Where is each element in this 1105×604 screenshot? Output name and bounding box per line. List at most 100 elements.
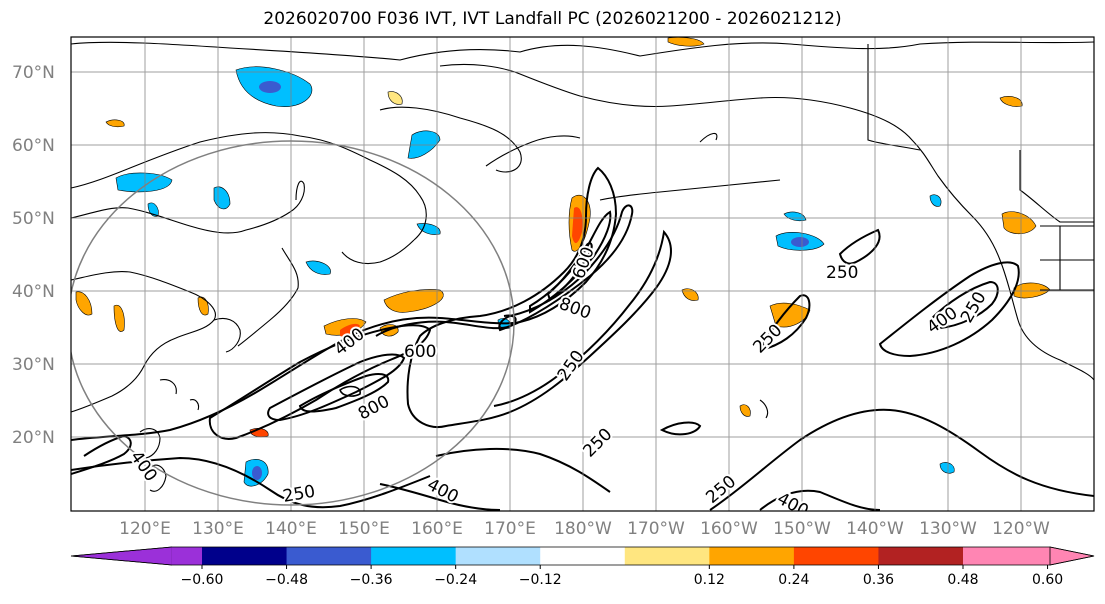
colorbar-ticks: −0.60 −0.48 −0.36 −0.24 −0.12 0.12 0.24 0.36 0.4… [181, 565, 1063, 588]
colorbar-segment [709, 547, 795, 565]
coastline [71, 132, 427, 241]
contour-400 [71, 434, 132, 475]
contour-250 [71, 166, 672, 441]
positive-patch-core [572, 207, 583, 244]
negative-patch [305, 260, 331, 275]
lat-label: 70°N [12, 63, 55, 83]
lon-label: 180°W [554, 519, 612, 539]
colorbar-segment [624, 547, 710, 565]
lon-label: 140°W [846, 519, 904, 539]
lon-label: 150°E [338, 519, 390, 539]
colorbar-segment [878, 547, 964, 565]
positive-patch [681, 288, 699, 301]
coastline [599, 179, 781, 201]
colorbar-segment [171, 547, 203, 565]
colorbar-segment [286, 547, 372, 565]
lon-label: 140°E [265, 519, 317, 539]
coastline [759, 399, 769, 419]
ivt-contours [71, 166, 1094, 511]
coastline [379, 106, 522, 173]
colorbar-tick-label: 0.24 [778, 572, 809, 588]
coastline [71, 271, 216, 413]
negative-patch [939, 462, 955, 474]
coastline [71, 207, 291, 234]
coastline [289, 180, 305, 213]
lat-label: 40°N [12, 282, 55, 302]
colorbar-tick-label: 0.48 [947, 572, 978, 588]
lon-label: 170°E [484, 519, 536, 539]
positive-patch [1001, 211, 1037, 235]
coastline [439, 63, 1094, 381]
coastline [867, 44, 921, 151]
lat-label: 50°N [12, 209, 55, 229]
lon-label: 120°E [119, 519, 171, 539]
map-frame [70, 36, 1095, 512]
colorbar-extend-high [1049, 546, 1095, 566]
negative-patch [929, 194, 942, 207]
contour-400 [208, 324, 432, 440]
contour-400 [928, 280, 999, 330]
coastline [213, 317, 241, 353]
colorbar-tick-label: −0.48 [265, 572, 308, 588]
coastline [699, 132, 718, 143]
coastline [485, 135, 581, 167]
contour-label: 600 [404, 342, 436, 362]
lat-label: 60°N [12, 136, 55, 156]
colorbar-tick-label: −0.60 [181, 572, 224, 588]
contour-800 [339, 385, 361, 397]
contour-600 [375, 314, 517, 337]
lon-label: 160°W [700, 519, 758, 539]
colorbar [70, 546, 1095, 566]
negative-patch-core [791, 237, 809, 247]
lon-label: 170°W [627, 519, 685, 539]
map-title: 2026020700 F036 IVT, IVT Landfall PC (20… [263, 9, 842, 29]
colorbar-tick-label: 0.36 [863, 572, 894, 588]
contour-250 [435, 447, 611, 493]
positive-patch [197, 296, 209, 316]
positive-patch [323, 318, 367, 336]
positive-patch [999, 96, 1023, 107]
coastline [71, 41, 1094, 61]
positive-patch [75, 291, 93, 316]
colorbar-tick-label: −0.24 [434, 572, 477, 588]
contour-600 [267, 353, 406, 422]
colorbar-tick-label: −0.12 [519, 572, 562, 588]
coastline [149, 464, 167, 492]
coastline [237, 247, 299, 347]
contour-250 [71, 456, 431, 509]
colorbar-segment [371, 547, 457, 565]
longitude-labels: 120°E 130°E 140°E 150°E 160°E 170°E 180°… [119, 519, 1050, 539]
contour-400 [379, 483, 501, 511]
colorbar-tick-label: 0.60 [1032, 572, 1063, 588]
colorbar-extend-low [70, 546, 173, 566]
reference-circle [71, 140, 515, 506]
lon-label: 130°W [919, 519, 977, 539]
positive-patch-core [340, 323, 360, 337]
contour-250 [659, 421, 702, 436]
lat-label: 20°N [12, 428, 55, 448]
colorbar-segment [202, 547, 288, 565]
coastline [139, 428, 161, 459]
positive-patch [387, 91, 403, 105]
contour-800 [298, 373, 390, 413]
latitude-labels: 70°N 60°N 50°N 40°N 30°N 20°N [12, 63, 55, 448]
coastlines [71, 41, 1094, 492]
colorbar-segment [455, 547, 541, 565]
positive-patch [113, 304, 125, 332]
colorbar-segment [963, 547, 1050, 565]
lon-label: 130°E [192, 519, 244, 539]
lon-label: 160°E [411, 519, 463, 539]
contour-800 [546, 242, 593, 302]
colorbar-segment [793, 547, 879, 565]
anomaly-shading [75, 37, 1051, 487]
contour-400 [759, 489, 881, 511]
contour-label: 250 [826, 263, 858, 283]
coastline [1040, 225, 1094, 291]
colorbar-outline [70, 546, 1095, 566]
negative-patch [416, 223, 441, 235]
colorbar-segment [540, 547, 626, 565]
colorbar-tick-label: −0.36 [350, 572, 393, 588]
coastline [1019, 150, 1094, 223]
lon-label: 150°W [773, 519, 831, 539]
